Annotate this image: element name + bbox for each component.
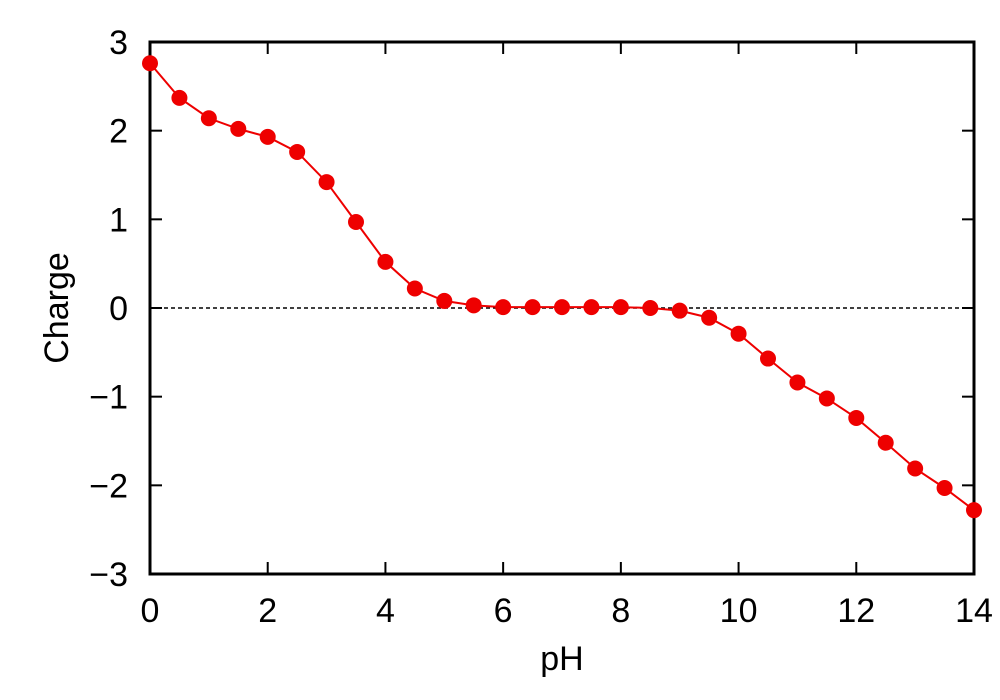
series-line	[149, 62, 975, 511]
x-tick-labels: 0 2 4 6 8 10 12 14	[141, 592, 993, 630]
y-tick-labels: 3 2 1 0 −1 −2 −3	[89, 24, 128, 594]
y-tick-label: −3	[89, 556, 128, 594]
data-point	[289, 143, 306, 160]
y-tick-label: 3	[109, 24, 128, 62]
data-points	[142, 55, 982, 519]
data-point	[524, 299, 541, 316]
data-point	[907, 460, 924, 477]
data-point	[612, 299, 629, 316]
data-point	[760, 350, 776, 367]
data-point	[436, 292, 453, 309]
y-tick-label: 0	[109, 290, 128, 328]
y-tick-label: 1	[109, 201, 128, 239]
x-tick-label: 2	[258, 592, 277, 630]
data-point	[554, 299, 570, 316]
y-axis-title: Charge	[38, 252, 76, 364]
data-point	[583, 299, 600, 316]
y-tick-label: −1	[89, 379, 128, 417]
x-tick-label: 4	[376, 592, 395, 630]
x-tick-label: 12	[837, 592, 875, 630]
data-point	[406, 280, 423, 297]
x-tick-label: 6	[494, 592, 513, 630]
data-point	[377, 253, 394, 270]
x-tick-label: 8	[611, 592, 630, 630]
y-tick-label: −2	[89, 467, 128, 505]
y-tick-label: 2	[109, 113, 128, 151]
data-point	[818, 390, 835, 407]
data-point	[966, 502, 982, 519]
data-point	[789, 374, 806, 391]
x-axis-title: pH	[540, 640, 583, 678]
x-tick-label: 14	[955, 592, 993, 630]
data-point	[936, 479, 953, 496]
x-tick-label: 0	[141, 592, 160, 630]
data-point	[259, 128, 276, 145]
data-point	[142, 55, 158, 72]
x-tick-label: 10	[720, 592, 758, 630]
data-point	[200, 110, 217, 127]
data-point	[848, 409, 865, 426]
data-point	[701, 309, 718, 326]
data-point	[318, 174, 335, 191]
data-point	[348, 213, 364, 230]
data-point	[171, 89, 188, 106]
data-point	[495, 299, 512, 316]
data-point	[730, 325, 747, 342]
data-point	[642, 300, 659, 316]
data-point	[230, 120, 247, 137]
data-point	[465, 297, 482, 314]
data-point	[671, 302, 688, 319]
data-point	[877, 434, 894, 451]
